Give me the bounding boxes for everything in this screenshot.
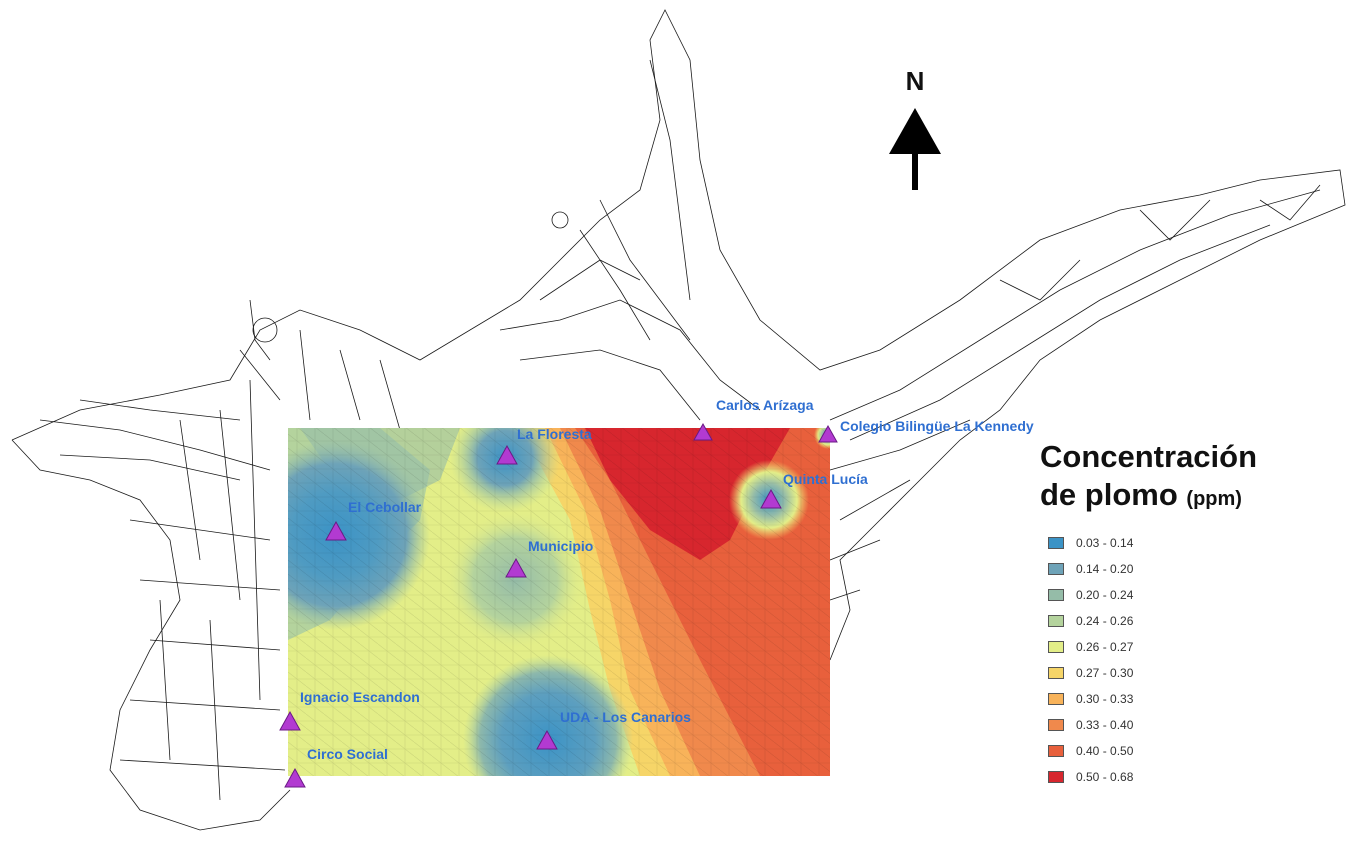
legend-label: 0.50 - 0.68	[1076, 770, 1134, 784]
station-label-quinta-lucia: Quinta Lucía	[783, 471, 868, 487]
legend-item: 0.30 - 0.33	[1048, 686, 1330, 712]
legend-swatch	[1048, 745, 1064, 757]
legend: Concentración de plomo (ppm) 0.03 - 0.14…	[1040, 438, 1330, 790]
street-network	[11, 9, 1346, 831]
legend-label: 0.30 - 0.33	[1076, 692, 1134, 706]
station-label-kennedy: Colegio Bilingüe La Kennedy	[840, 418, 1034, 434]
station-marker-circo-social[interactable]	[284, 767, 306, 788]
legend-swatch	[1048, 771, 1064, 783]
legend-title-line1: Concentración	[1040, 439, 1258, 474]
legend-item: 0.24 - 0.26	[1048, 608, 1330, 634]
legend-item: 0.14 - 0.20	[1048, 556, 1330, 582]
station-marker-el-cebollar[interactable]	[325, 520, 347, 541]
station-marker-uda-los-canarios[interactable]	[536, 729, 558, 750]
legend-label: 0.33 - 0.40	[1076, 718, 1134, 732]
legend-swatch	[1048, 667, 1064, 679]
station-label-uda-los-canarios: UDA - Los Canarios	[560, 709, 691, 725]
legend-label: 0.26 - 0.27	[1076, 640, 1134, 654]
station-label-la-floresta: La Floresta	[517, 426, 592, 442]
legend-item: 0.03 - 0.14	[1048, 530, 1330, 556]
station-markers	[279, 422, 838, 788]
station-label-ignacio-escandon: Ignacio Escandon	[300, 689, 420, 705]
legend-swatch	[1048, 537, 1064, 549]
legend-title-line2: de plomo (ppm)	[1040, 476, 1330, 518]
north-arrow: N	[885, 66, 945, 192]
legend-label: 0.24 - 0.26	[1076, 614, 1134, 628]
legend-label: 0.27 - 0.30	[1076, 666, 1134, 680]
station-marker-municipio[interactable]	[505, 557, 527, 578]
legend-swatch	[1048, 589, 1064, 601]
legend-swatch	[1048, 563, 1064, 575]
station-label-carlos-arizaga: Carlos Arízaga	[716, 397, 814, 413]
legend-item: 0.26 - 0.27	[1048, 634, 1330, 660]
legend-title-line2-text: de plomo	[1040, 477, 1178, 512]
legend-swatch	[1048, 719, 1064, 731]
legend-items: 0.03 - 0.14 0.14 - 0.20 0.20 - 0.24 0.24…	[1048, 530, 1330, 790]
legend-label: 0.03 - 0.14	[1076, 536, 1134, 550]
legend-swatch	[1048, 641, 1064, 653]
station-marker-kennedy[interactable]	[818, 424, 838, 443]
legend-label: 0.20 - 0.24	[1076, 588, 1134, 602]
station-marker-ignacio-escandon[interactable]	[279, 710, 301, 731]
station-label-circo-social: Circo Social	[307, 746, 388, 762]
station-label-el-cebollar: El Cebollar	[348, 499, 422, 515]
station-marker-la-floresta[interactable]	[496, 444, 518, 465]
station-marker-carlos-arizaga[interactable]	[693, 422, 713, 441]
legend-swatch	[1048, 615, 1064, 627]
legend-item: 0.50 - 0.68	[1048, 764, 1330, 790]
station-label-municipio: Municipio	[528, 538, 594, 554]
legend-item: 0.27 - 0.30	[1048, 660, 1330, 686]
legend-unit: (ppm)	[1186, 488, 1242, 510]
station-marker-quinta-lucia[interactable]	[760, 488, 782, 509]
north-arrow-icon	[889, 108, 941, 190]
legend-item: 0.20 - 0.24	[1048, 582, 1330, 608]
legend-item: 0.40 - 0.50	[1048, 738, 1330, 764]
interpolation-surface	[288, 428, 830, 776]
north-letter: N	[905, 66, 925, 96]
legend-label: 0.14 - 0.20	[1076, 562, 1134, 576]
legend-swatch	[1048, 693, 1064, 705]
legend-item: 0.33 - 0.40	[1048, 712, 1330, 738]
legend-label: 0.40 - 0.50	[1076, 744, 1134, 758]
